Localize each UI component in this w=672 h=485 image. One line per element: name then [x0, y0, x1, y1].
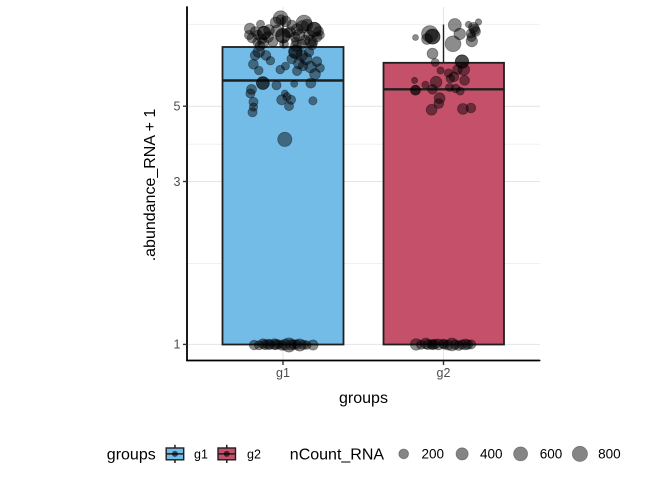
svg-text:800: 800 [598, 446, 621, 461]
svg-text:600: 600 [540, 446, 563, 461]
svg-text:g2: g2 [437, 366, 451, 380]
svg-text:.abundance_RNA + 1: .abundance_RNA + 1 [142, 109, 159, 262]
svg-text:200: 200 [422, 446, 445, 461]
svg-text:3: 3 [174, 175, 181, 189]
svg-text:groups: groups [339, 390, 388, 407]
svg-text:groups: groups [107, 447, 156, 464]
svg-text:g1: g1 [276, 366, 290, 380]
svg-text:1: 1 [174, 338, 181, 352]
svg-text:g1: g1 [194, 448, 208, 462]
svg-text:nCount_RNA: nCount_RNA [290, 447, 385, 464]
svg-text:g2: g2 [247, 448, 261, 462]
svg-text:5: 5 [174, 100, 181, 114]
svg-text:400: 400 [480, 446, 503, 461]
